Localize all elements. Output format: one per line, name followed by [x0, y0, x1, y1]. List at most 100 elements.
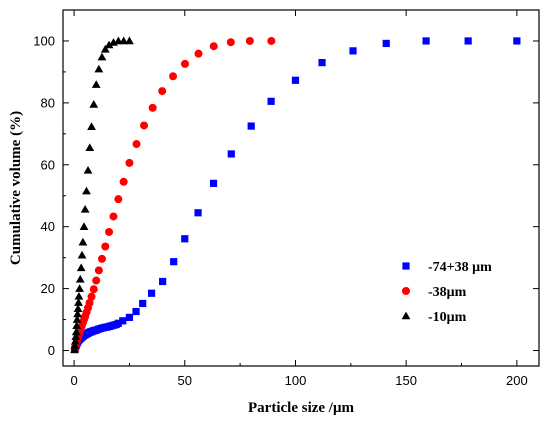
- data-point: [114, 319, 122, 327]
- data-point: [70, 336, 80, 345]
- data-point: [92, 276, 101, 285]
- data-point: [89, 100, 99, 108]
- data-point: [100, 44, 110, 53]
- data-point: [75, 274, 85, 283]
- data-point: [125, 313, 134, 321]
- data-point: [71, 327, 81, 336]
- data-point: [114, 195, 123, 204]
- data-point: [194, 49, 203, 58]
- data-point: [245, 36, 254, 45]
- x-tick-label: 100: [285, 373, 307, 388]
- data-point: [72, 315, 82, 323]
- data-point: [74, 291, 84, 300]
- plot-area: [70, 36, 521, 354]
- data-point: [159, 277, 167, 286]
- data-point: [267, 36, 276, 45]
- data-point: [78, 237, 88, 246]
- data-point: [71, 332, 81, 340]
- data-point: [227, 150, 235, 158]
- data-point: [349, 47, 357, 55]
- data-point: [422, 37, 430, 45]
- data-point: [291, 76, 300, 84]
- data-point: [105, 227, 114, 236]
- legend-label: -38μm: [428, 285, 467, 300]
- y-tick-label: 100: [33, 33, 55, 48]
- data-point: [158, 87, 167, 96]
- data-point: [139, 299, 147, 308]
- data-point: [181, 235, 189, 243]
- data-point: [132, 307, 140, 316]
- data-point: [170, 258, 178, 266]
- legend-marker: [402, 287, 410, 295]
- data-point: [513, 37, 521, 45]
- data-point: [226, 38, 235, 47]
- data-point: [209, 42, 218, 51]
- data-point: [85, 298, 94, 307]
- y-axis-label: Cumulative volume (%): [8, 111, 24, 265]
- data-point: [169, 72, 178, 81]
- data-point: [97, 52, 107, 61]
- data-point: [82, 186, 91, 195]
- series-0: [71, 37, 521, 354]
- data-point: [148, 103, 157, 112]
- data-point: [109, 212, 118, 221]
- y-tick-label: 20: [41, 281, 55, 296]
- data-point: [119, 36, 129, 45]
- data-point: [89, 285, 98, 294]
- y-tick-label: 80: [41, 95, 55, 110]
- y-tick-label: 40: [41, 219, 55, 234]
- data-point: [80, 204, 90, 213]
- data-point: [73, 309, 83, 318]
- legend-marker: [401, 311, 411, 320]
- data-point: [87, 122, 96, 131]
- data-point: [94, 266, 103, 275]
- data-point: [77, 250, 87, 259]
- data-point: [74, 298, 83, 306]
- x-axis-label: Particle size /μm: [248, 400, 354, 416]
- y-tick-label: 0: [48, 343, 55, 358]
- data-point: [140, 121, 149, 130]
- data-point: [91, 80, 101, 88]
- data-point: [104, 40, 114, 49]
- x-tick-label: 50: [178, 373, 192, 388]
- legend-label: -10μm: [428, 310, 467, 325]
- data-point: [76, 263, 86, 272]
- data-point: [125, 158, 134, 167]
- data-point: [119, 177, 128, 186]
- data-point: [247, 122, 255, 130]
- data-point: [132, 140, 141, 149]
- data-point: [125, 36, 134, 45]
- x-tick-label: 0: [70, 373, 77, 388]
- data-point: [87, 292, 96, 301]
- legend-marker: [402, 262, 410, 270]
- plot-frame: [62, 9, 540, 367]
- data-point: [75, 284, 85, 292]
- legend-label: -74+38 μm: [428, 260, 492, 275]
- data-point: [94, 64, 104, 73]
- data-point: [382, 39, 390, 48]
- data-point: [70, 341, 80, 350]
- legend: -74+38 μm -38μm -10μm: [401, 260, 492, 325]
- series-1: [70, 36, 276, 354]
- data-point: [180, 59, 189, 68]
- data-point: [464, 37, 472, 45]
- x-tick-label: 150: [395, 373, 417, 388]
- x-tick-label: 200: [506, 373, 528, 388]
- data-point: [72, 321, 82, 330]
- data-point: [119, 317, 127, 325]
- axes: 0 50 100 150 200 0 20 40 60 80 100: [33, 10, 539, 388]
- data-point: [318, 59, 326, 67]
- y-tick-label: 60: [41, 157, 55, 172]
- data-point: [79, 222, 89, 230]
- data-point: [267, 97, 275, 105]
- data-point: [85, 143, 95, 152]
- series-2: [70, 36, 134, 353]
- data-point: [147, 289, 156, 297]
- data-point: [101, 242, 110, 251]
- data-point: [209, 179, 218, 187]
- data-point: [83, 165, 93, 174]
- data-point: [73, 304, 83, 313]
- data-point: [97, 254, 106, 263]
- data-point: [194, 209, 202, 217]
